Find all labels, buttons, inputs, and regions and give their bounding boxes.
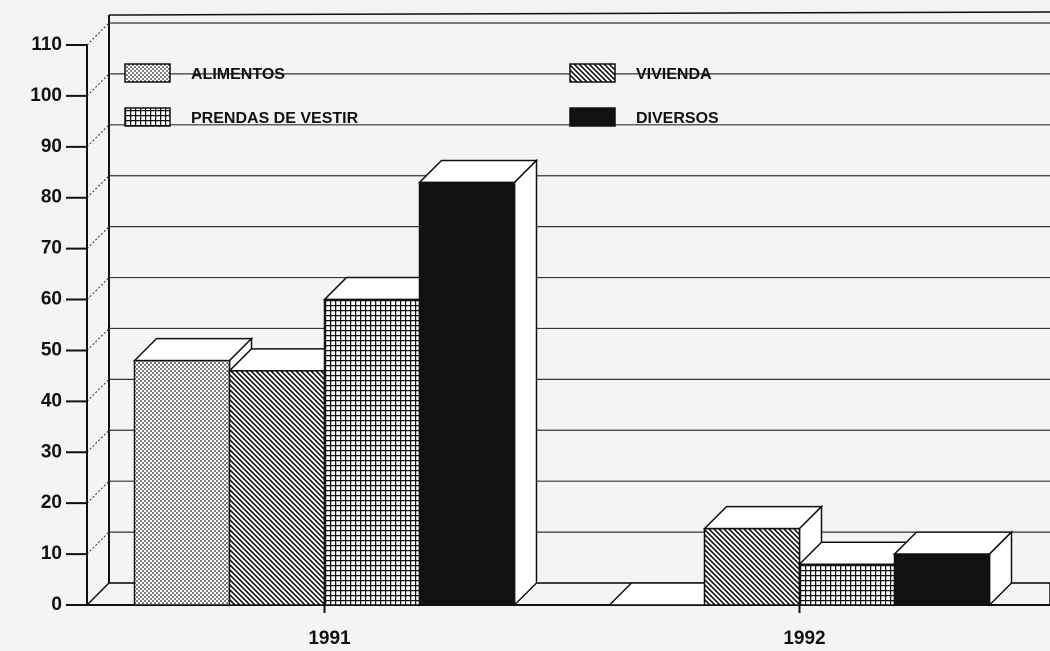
bar xyxy=(703,527,801,606)
legend-swatch xyxy=(569,63,616,83)
y-tick-label: 90 xyxy=(41,136,62,157)
bar xyxy=(323,298,421,606)
grid-line xyxy=(86,531,110,555)
grid-line xyxy=(86,226,110,249)
y-tick-label: 100 xyxy=(30,85,62,106)
bar xyxy=(133,359,231,606)
bar-side xyxy=(513,158,538,607)
grid-line xyxy=(86,124,110,148)
grid-line xyxy=(86,480,110,504)
legend-label: DIVERSOS xyxy=(636,110,719,127)
grid-line xyxy=(86,175,110,199)
y-tick-label: 40 xyxy=(41,390,62,411)
y-tick-label: 80 xyxy=(41,187,62,208)
grid-line xyxy=(86,277,110,300)
legend-label: ALIMENTOS xyxy=(191,66,285,83)
y-tick-label: 30 xyxy=(41,441,62,462)
legend-label: VIVIENDA xyxy=(636,66,712,83)
y-tick-label: 0 xyxy=(51,594,62,615)
back-top xyxy=(108,11,1050,16)
grid-line xyxy=(86,73,110,97)
grid-line xyxy=(86,328,110,351)
bar xyxy=(893,553,991,606)
legend-label: PRENDAS DE VESTIR xyxy=(191,110,359,127)
y-tick-label: 50 xyxy=(41,339,62,360)
grid-line xyxy=(86,22,110,46)
legend-swatch xyxy=(569,107,616,127)
y-tick-label: 60 xyxy=(41,289,62,310)
grid-line xyxy=(86,429,110,453)
legend-swatch xyxy=(124,107,171,127)
legend-swatch xyxy=(124,63,171,83)
y-tick-label: 10 xyxy=(41,543,62,564)
bar xyxy=(798,563,896,606)
y-tick-label: 70 xyxy=(41,238,62,259)
x-tick-label: 1992 xyxy=(783,628,825,649)
y-tick-label: 110 xyxy=(31,34,62,55)
y-tick-label: 20 xyxy=(41,492,62,513)
bar xyxy=(228,370,326,606)
bar xyxy=(418,181,516,606)
grid-line xyxy=(86,379,110,402)
x-tick-label: 1991 xyxy=(308,628,351,649)
